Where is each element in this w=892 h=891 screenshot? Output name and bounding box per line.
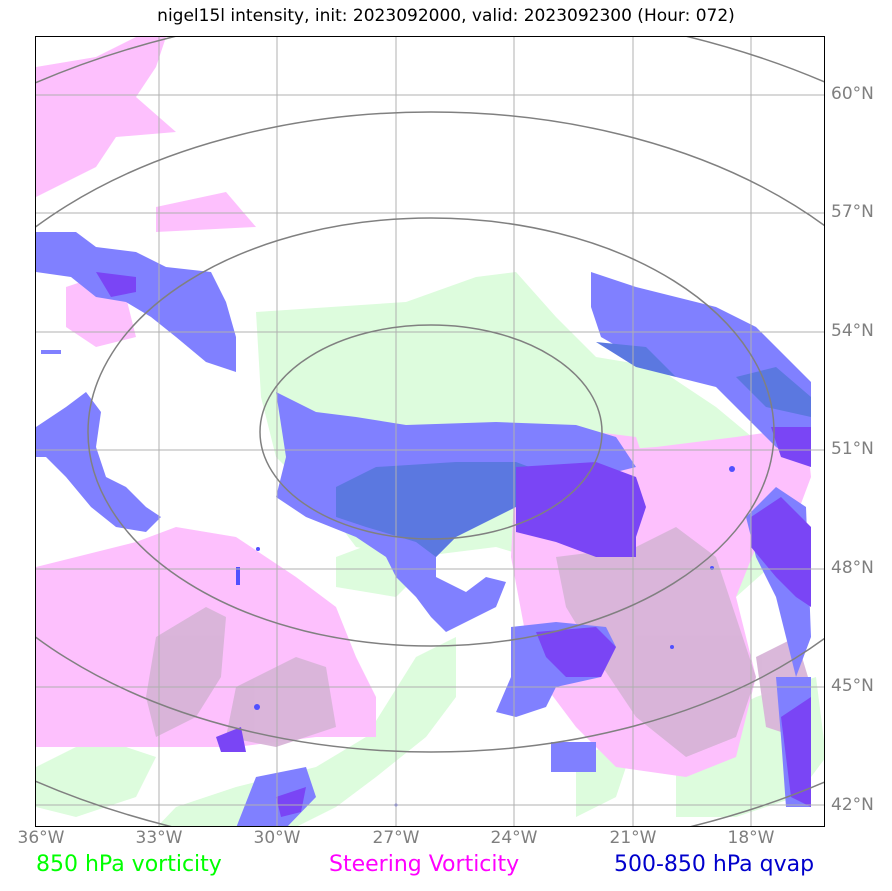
specks	[236, 466, 735, 807]
lat-label-54n: 54°N	[831, 321, 874, 341]
qvap-overlap-fill	[336, 342, 811, 557]
lat-label-57n: 57°N	[831, 202, 874, 222]
map-canvas	[36, 37, 824, 826]
purple-overlap-fill	[96, 272, 811, 817]
gridlines	[36, 37, 824, 826]
legend-steering-vorticity: Steering Vorticity	[329, 852, 520, 877]
lon-label-27w: 27°W	[372, 828, 420, 848]
lon-label-33w: 33°W	[135, 828, 183, 848]
map-panel	[35, 36, 825, 827]
range-rings	[36, 37, 824, 826]
lon-label-18w: 18°W	[727, 828, 775, 848]
lon-label-36w: 36°W	[17, 828, 65, 848]
legend-qvap: 500-850 hPa qvap	[614, 852, 815, 877]
lon-label-30w: 30°W	[253, 828, 301, 848]
map-title: nigel15l intensity, init: 2023092000, va…	[157, 6, 735, 26]
legend-vorticity-850: 850 hPa vorticity	[36, 852, 222, 877]
lat-label-45n: 45°N	[831, 676, 874, 696]
lon-label-24w: 24°W	[490, 828, 538, 848]
lat-label-42n: 42°N	[831, 795, 874, 815]
lon-label-21w: 21°W	[609, 828, 657, 848]
lat-label-60n: 60°N	[831, 84, 874, 104]
lat-label-51n: 51°N	[831, 439, 874, 459]
lat-label-48n: 48°N	[831, 558, 874, 578]
